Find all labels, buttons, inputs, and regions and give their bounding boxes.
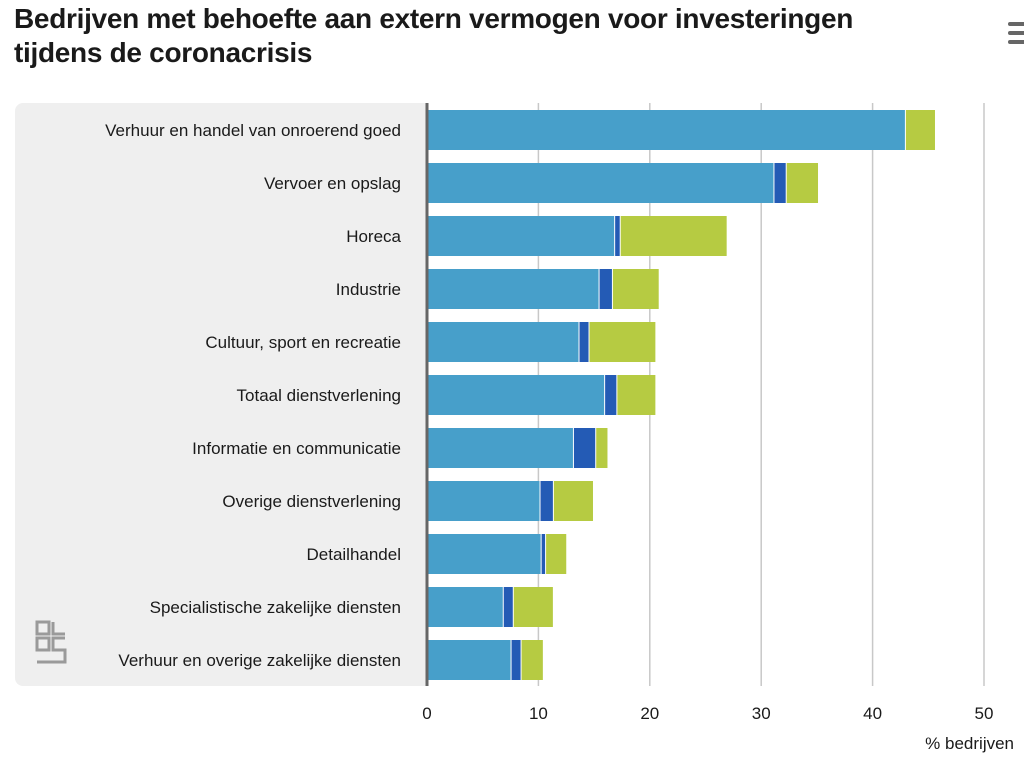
bar-segment-1 xyxy=(427,269,599,309)
label-panel xyxy=(15,103,427,686)
bar-segment-1 xyxy=(427,428,573,468)
bar-segment-2 xyxy=(573,428,596,468)
bar-segment-1 xyxy=(427,163,774,203)
bar-segment-3 xyxy=(513,587,553,627)
bar-segment-2 xyxy=(541,534,546,574)
bar-segment-3 xyxy=(612,269,659,309)
bar-segment-3 xyxy=(553,481,593,521)
category-label: Verhuur en handel van onroerend goed xyxy=(105,121,401,140)
menu-icon[interactable] xyxy=(1008,22,1024,49)
bar-segment-3 xyxy=(905,110,935,150)
category-label: Verhuur en overige zakelijke diensten xyxy=(118,651,401,670)
bar-segment-1 xyxy=(427,534,541,574)
bar-segment-3 xyxy=(596,428,608,468)
chart-title: Bedrijven met behoefte aan extern vermog… xyxy=(14,3,854,68)
bar-segment-3 xyxy=(786,163,819,203)
bar-segment-1 xyxy=(427,110,905,150)
category-label: Totaal dienstverlening xyxy=(237,386,401,405)
category-label: Overige dienstverlening xyxy=(222,492,401,511)
bar-segment-3 xyxy=(589,322,656,362)
bar-segment-1 xyxy=(427,640,511,680)
cbs-logo-icon xyxy=(35,620,67,664)
x-tick-label: 40 xyxy=(863,704,882,723)
x-tick-label: 50 xyxy=(975,704,994,723)
bar-segment-2 xyxy=(599,269,612,309)
bar-segment-1 xyxy=(427,481,540,521)
bar-segment-2 xyxy=(540,481,553,521)
x-tick-label: 20 xyxy=(640,704,659,723)
bar-segment-2 xyxy=(774,163,786,203)
bar-segment-2 xyxy=(503,587,513,627)
category-label: Vervoer en opslag xyxy=(264,174,401,193)
category-label: Detailhandel xyxy=(306,545,401,564)
category-label: Informatie en communicatie xyxy=(192,439,401,458)
category-label: Industrie xyxy=(336,280,401,299)
bar-segment-3 xyxy=(521,640,543,680)
bar-segment-1 xyxy=(427,375,605,415)
bar-segment-3 xyxy=(546,534,567,574)
bar-segment-2 xyxy=(615,216,620,256)
bar-segment-1 xyxy=(427,216,615,256)
bar-segment-2 xyxy=(511,640,521,680)
bar-segment-1 xyxy=(427,322,579,362)
category-label: Horeca xyxy=(346,227,401,246)
bar-segment-3 xyxy=(617,375,656,415)
x-tick-label: 30 xyxy=(752,704,771,723)
x-axis-label: % bedrijven xyxy=(925,734,1014,753)
bar-segment-2 xyxy=(579,322,589,362)
bar-segment-3 xyxy=(620,216,727,256)
bar-segment-2 xyxy=(605,375,617,415)
category-label: Cultuur, sport en recreatie xyxy=(205,333,401,352)
x-tick-label: 0 xyxy=(422,704,431,723)
bar-segment-1 xyxy=(427,587,503,627)
x-tick-label: 10 xyxy=(529,704,548,723)
category-label: Specialistische zakelijke diensten xyxy=(150,598,401,617)
